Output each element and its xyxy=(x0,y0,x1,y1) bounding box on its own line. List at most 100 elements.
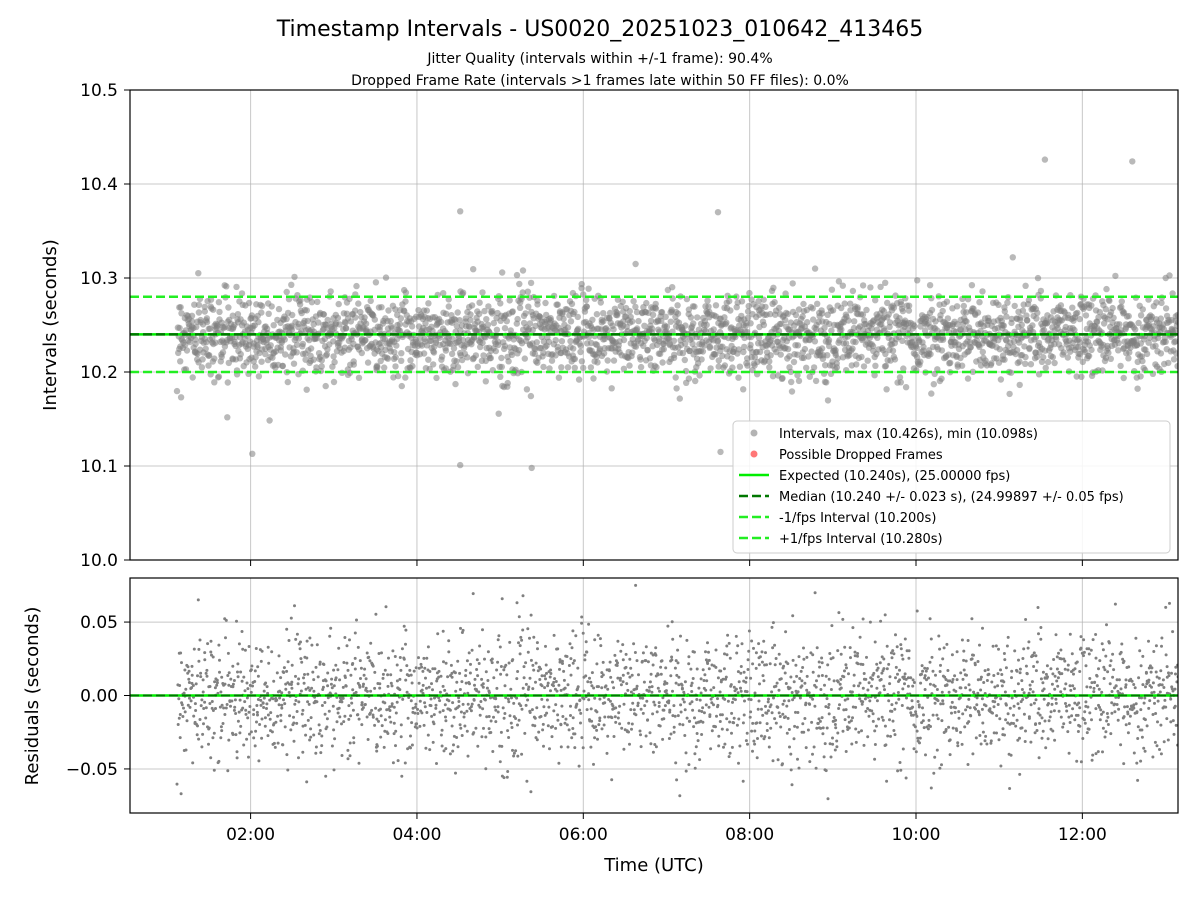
residual-point xyxy=(315,700,319,704)
residual-point xyxy=(299,640,302,644)
interval-point xyxy=(665,334,672,342)
residual-point xyxy=(299,689,303,693)
interval-point xyxy=(728,355,735,362)
interval-point xyxy=(1152,342,1159,350)
residual-point xyxy=(792,737,796,741)
interval-point xyxy=(882,350,889,358)
residual-point xyxy=(905,696,908,700)
residual-point xyxy=(599,644,603,648)
residual-point xyxy=(615,664,619,667)
residual-point xyxy=(347,704,351,708)
residual-point xyxy=(644,659,648,663)
residual-point xyxy=(442,660,445,664)
interval-point xyxy=(1134,358,1141,366)
residual-point xyxy=(507,700,511,704)
interval-point xyxy=(805,353,812,360)
residual-point xyxy=(904,776,908,780)
interval-point xyxy=(629,349,636,356)
residual-point xyxy=(390,684,394,688)
interval-point xyxy=(859,282,867,289)
interval-point xyxy=(1165,359,1172,367)
interval-point xyxy=(1103,285,1110,293)
interval-point xyxy=(324,316,331,324)
residual-point xyxy=(365,715,369,719)
residual-point xyxy=(911,678,915,682)
residual-point xyxy=(801,666,805,669)
residual-point xyxy=(1061,725,1065,729)
residual-point xyxy=(212,768,216,772)
residual-point xyxy=(663,680,667,684)
residual-point xyxy=(679,703,683,707)
interval-point xyxy=(485,303,492,310)
residual-point xyxy=(323,712,327,716)
residual-point xyxy=(360,701,364,705)
residual-point xyxy=(970,657,974,661)
residual-point xyxy=(218,670,221,674)
residual-point xyxy=(778,662,782,666)
residual-point xyxy=(465,729,469,733)
residual-point xyxy=(464,681,468,685)
residual-point xyxy=(722,667,726,671)
residual-point xyxy=(539,667,543,671)
residual-point xyxy=(671,689,674,693)
residual-point xyxy=(866,735,870,739)
residual-point xyxy=(517,718,521,722)
residual-point xyxy=(890,656,894,660)
residual-point xyxy=(656,673,660,677)
residual-point xyxy=(769,726,773,730)
interval-point xyxy=(714,209,722,216)
residual-point xyxy=(991,711,994,715)
residual-point xyxy=(765,711,769,715)
residual-point xyxy=(399,723,403,727)
interval-point xyxy=(1153,299,1160,306)
residual-point xyxy=(345,661,349,665)
residual-point xyxy=(753,742,757,746)
interval-point xyxy=(407,357,414,364)
intervals-y-tick-label: 10.4 xyxy=(80,175,118,195)
interval-point xyxy=(788,378,795,386)
interval-point xyxy=(896,315,903,322)
interval-point xyxy=(715,357,722,364)
residual-point xyxy=(414,666,418,670)
residual-point xyxy=(888,718,891,722)
residual-point xyxy=(504,663,508,667)
residual-point xyxy=(320,734,324,738)
interval-point xyxy=(969,368,977,375)
residual-point xyxy=(478,713,482,717)
residual-point xyxy=(1022,712,1026,716)
residual-point xyxy=(266,691,270,695)
interval-point xyxy=(1069,304,1076,311)
residual-point xyxy=(598,719,602,723)
interval-point xyxy=(306,336,313,344)
interval-point xyxy=(482,378,489,385)
interval-point xyxy=(224,414,231,421)
residual-point xyxy=(954,706,957,710)
interval-point xyxy=(214,323,221,330)
residual-point xyxy=(730,731,733,735)
residual-point xyxy=(379,707,382,711)
residual-point xyxy=(447,699,451,703)
residual-point xyxy=(253,680,257,683)
interval-point xyxy=(863,306,870,314)
interval-point xyxy=(409,362,416,370)
interval-point xyxy=(352,307,359,314)
residual-point xyxy=(411,706,415,710)
residual-point xyxy=(200,698,204,702)
residual-point xyxy=(928,682,932,686)
residual-point xyxy=(542,744,545,748)
residual-point xyxy=(827,703,831,706)
interval-point xyxy=(215,373,223,380)
residual-point xyxy=(897,697,901,701)
residual-point xyxy=(559,723,563,727)
residual-point xyxy=(479,700,483,703)
residual-point xyxy=(489,696,492,700)
residual-point xyxy=(611,704,615,708)
residual-point xyxy=(738,744,742,748)
interval-point xyxy=(362,320,370,327)
interval-point xyxy=(252,354,259,361)
interval-point xyxy=(570,345,577,352)
residual-point xyxy=(361,684,365,688)
residual-point xyxy=(305,780,309,784)
residual-point xyxy=(887,699,891,703)
residual-point xyxy=(672,704,676,708)
